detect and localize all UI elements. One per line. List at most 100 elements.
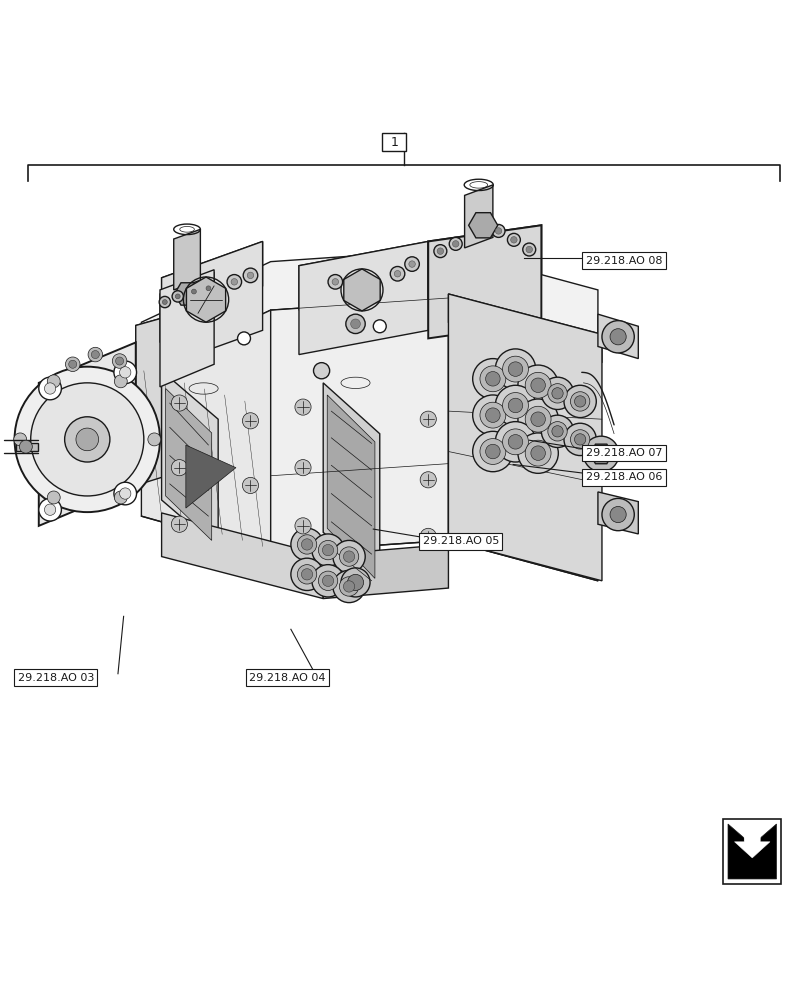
- Circle shape: [373, 320, 386, 333]
- Circle shape: [495, 228, 502, 234]
- Polygon shape: [469, 213, 498, 238]
- Circle shape: [171, 516, 187, 532]
- Circle shape: [295, 399, 311, 415]
- Circle shape: [351, 319, 360, 329]
- Circle shape: [328, 275, 343, 289]
- Circle shape: [473, 359, 513, 399]
- Circle shape: [332, 279, 339, 285]
- Circle shape: [242, 477, 259, 494]
- Circle shape: [518, 399, 558, 439]
- Circle shape: [602, 498, 634, 531]
- Circle shape: [247, 272, 254, 279]
- Circle shape: [541, 415, 574, 447]
- Circle shape: [65, 417, 110, 462]
- Circle shape: [120, 488, 131, 499]
- Polygon shape: [271, 298, 448, 553]
- Circle shape: [291, 558, 323, 590]
- Circle shape: [48, 375, 61, 388]
- Polygon shape: [141, 310, 271, 553]
- Circle shape: [449, 237, 462, 250]
- Circle shape: [238, 332, 250, 345]
- Circle shape: [525, 440, 551, 466]
- Circle shape: [301, 539, 313, 550]
- Circle shape: [508, 362, 523, 376]
- Polygon shape: [598, 492, 638, 534]
- Circle shape: [171, 460, 187, 476]
- Circle shape: [297, 565, 317, 584]
- Circle shape: [531, 412, 545, 426]
- Circle shape: [171, 395, 187, 411]
- Text: 1: 1: [390, 136, 398, 149]
- Circle shape: [574, 396, 586, 407]
- Circle shape: [564, 385, 596, 418]
- Circle shape: [312, 534, 344, 566]
- Circle shape: [301, 569, 313, 580]
- Circle shape: [115, 375, 128, 388]
- Circle shape: [175, 294, 180, 299]
- Polygon shape: [327, 395, 375, 578]
- Polygon shape: [728, 824, 776, 879]
- Polygon shape: [323, 383, 380, 583]
- Circle shape: [15, 367, 160, 512]
- Circle shape: [112, 354, 127, 368]
- Circle shape: [69, 360, 77, 368]
- Polygon shape: [448, 294, 602, 581]
- Circle shape: [39, 377, 61, 400]
- Text: 29.218.AO 03: 29.218.AO 03: [18, 673, 95, 683]
- Polygon shape: [141, 250, 598, 371]
- Polygon shape: [428, 225, 541, 298]
- Circle shape: [473, 395, 513, 435]
- Circle shape: [420, 411, 436, 427]
- Circle shape: [341, 568, 370, 597]
- Circle shape: [333, 540, 365, 573]
- Circle shape: [231, 279, 238, 285]
- Circle shape: [91, 351, 99, 359]
- Polygon shape: [175, 283, 200, 305]
- Circle shape: [548, 384, 567, 403]
- Circle shape: [473, 431, 513, 472]
- Polygon shape: [162, 241, 263, 367]
- Circle shape: [14, 433, 27, 446]
- Circle shape: [65, 357, 80, 372]
- Circle shape: [531, 378, 545, 393]
- Circle shape: [420, 528, 436, 544]
- Polygon shape: [39, 342, 136, 526]
- Circle shape: [518, 365, 558, 405]
- Circle shape: [541, 377, 574, 410]
- Circle shape: [526, 246, 532, 253]
- Circle shape: [531, 446, 545, 460]
- Circle shape: [343, 581, 355, 592]
- Circle shape: [120, 367, 131, 378]
- Polygon shape: [186, 445, 236, 508]
- Text: 29.218.AO 04: 29.218.AO 04: [249, 673, 326, 683]
- Circle shape: [172, 291, 183, 302]
- Circle shape: [552, 426, 563, 437]
- Circle shape: [495, 385, 536, 426]
- Circle shape: [206, 286, 211, 291]
- Circle shape: [347, 574, 364, 590]
- Circle shape: [405, 257, 419, 271]
- Circle shape: [291, 528, 323, 561]
- Circle shape: [243, 268, 258, 283]
- Polygon shape: [16, 443, 38, 451]
- Text: 29.218.AO 05: 29.218.AO 05: [423, 536, 499, 546]
- Text: 29.218.AO 07: 29.218.AO 07: [586, 448, 663, 458]
- Text: 29.218.AO 08: 29.218.AO 08: [586, 256, 663, 266]
- Polygon shape: [428, 225, 541, 338]
- Circle shape: [394, 271, 401, 277]
- Circle shape: [480, 366, 506, 392]
- Circle shape: [511, 237, 517, 243]
- Circle shape: [602, 321, 634, 353]
- Circle shape: [503, 393, 528, 418]
- Circle shape: [114, 482, 137, 505]
- Circle shape: [420, 472, 436, 488]
- Circle shape: [434, 245, 447, 258]
- Circle shape: [333, 570, 365, 603]
- Polygon shape: [323, 544, 448, 599]
- Polygon shape: [299, 241, 428, 310]
- Polygon shape: [160, 272, 214, 342]
- Circle shape: [44, 504, 56, 515]
- Circle shape: [343, 551, 355, 562]
- Circle shape: [162, 300, 167, 304]
- Circle shape: [574, 434, 586, 445]
